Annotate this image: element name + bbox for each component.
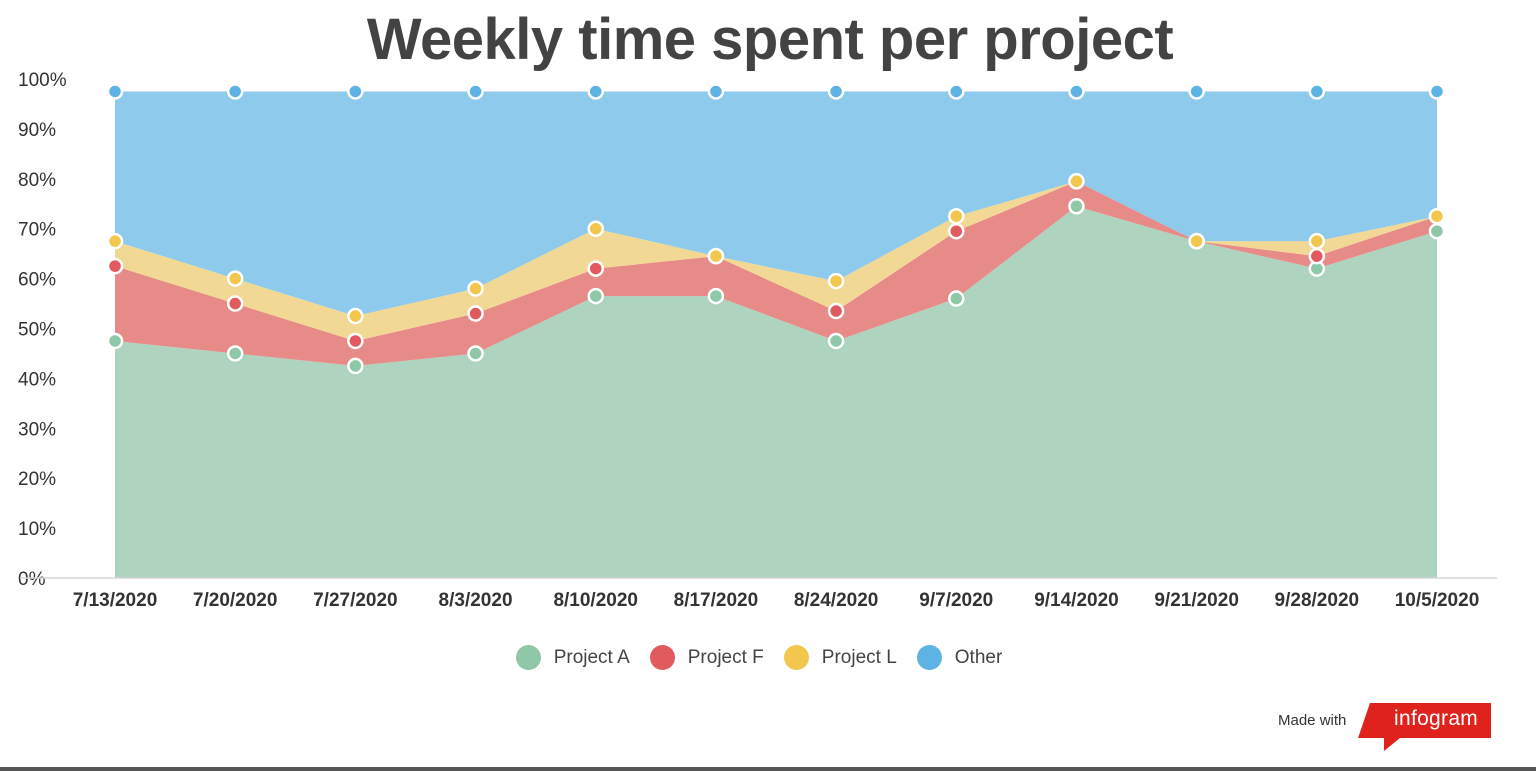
legend-label: Other	[954, 646, 1003, 668]
point-other	[707, 83, 725, 100]
point-project-f	[587, 260, 604, 277]
point-project-a	[1068, 197, 1085, 215]
point-other	[467, 83, 484, 100]
point-project-f	[347, 332, 364, 350]
legend-item-other[interactable]: Other	[916, 645, 1003, 670]
point-other	[1308, 83, 1326, 100]
legend: Project A Project F Project L Other	[0, 645, 1518, 670]
chart-title: Weekly time spent per project	[366, 7, 1174, 72]
x-tick-label: 8/10/2020	[553, 590, 638, 611]
point-project-a	[587, 287, 604, 305]
x-tick-label: 9/14/2020	[1034, 590, 1119, 611]
point-other	[948, 83, 965, 100]
point-project-f	[226, 295, 244, 312]
area-project-a	[115, 206, 1437, 578]
point-project-l	[226, 270, 244, 287]
point-other	[1188, 83, 1205, 100]
point-project-l	[1308, 232, 1326, 250]
y-tick-label: 10%	[18, 519, 56, 540]
point-project-l	[707, 247, 725, 265]
made-with-label: Made with	[1278, 712, 1347, 729]
point-other	[347, 83, 364, 100]
area-project-f	[115, 181, 1437, 366]
point-project-l	[467, 280, 484, 297]
point-other	[106, 83, 124, 100]
x-tick-label: 9/28/2020	[1275, 590, 1360, 611]
x-tick-label: 10/5/2020	[1395, 590, 1480, 611]
x-tick-label: 7/27/2020	[313, 590, 398, 611]
x-tick-label: 7/13/2020	[73, 590, 158, 611]
infogram-logo[interactable]	[1358, 703, 1491, 751]
point-project-l	[1428, 207, 1446, 225]
y-tick-label: 30%	[18, 419, 56, 440]
y-axis-ticks: 0% 10% 20% 30% 40% 50% 60% 70% 80% 90% 100%	[18, 70, 67, 590]
point-other	[226, 83, 244, 100]
legend-label: Project A	[553, 646, 630, 668]
legend-item-project-f[interactable]: Project F	[649, 645, 764, 670]
point-project-a	[467, 345, 484, 362]
area-layers	[115, 91, 1437, 578]
legend-swatch-project-f	[649, 645, 675, 670]
x-axis-ticks: 7/13/2020 7/20/2020 7/27/2020 8/3/2020 8/10/…	[73, 590, 1480, 611]
point-project-f	[827, 302, 845, 320]
y-tick-label: 90%	[18, 120, 56, 141]
point-project-f	[106, 257, 124, 275]
y-tick-label: 50%	[18, 320, 56, 341]
legend-item-project-l[interactable]: Project L	[783, 645, 897, 670]
y-tick-label: 100%	[18, 70, 67, 91]
point-project-f	[948, 222, 965, 240]
point-project-l	[1068, 173, 1085, 190]
legend-item-project-a[interactable]: Project A	[515, 645, 630, 670]
legend-swatch-project-a	[515, 645, 541, 670]
point-project-a	[106, 332, 124, 350]
point-project-a	[827, 332, 845, 350]
x-tick-label: 8/17/2020	[674, 590, 759, 611]
bottom-border	[0, 767, 1536, 771]
point-markers	[106, 83, 1446, 375]
legend-label: Project L	[821, 646, 897, 668]
point-project-f	[1308, 247, 1326, 265]
point-other	[587, 83, 604, 100]
x-tick-label: 9/21/2020	[1154, 590, 1239, 611]
point-other	[1068, 83, 1085, 100]
point-project-l	[347, 307, 364, 325]
point-project-a	[707, 287, 725, 305]
point-project-l	[1188, 232, 1205, 250]
point-project-l	[106, 232, 124, 250]
x-tick-label: 8/3/2020	[439, 590, 513, 611]
area-other	[115, 91, 1437, 317]
point-project-a	[948, 290, 965, 307]
y-tick-label: 20%	[18, 469, 56, 490]
y-tick-label: 80%	[18, 170, 56, 191]
x-tick-label: 8/24/2020	[794, 590, 879, 611]
point-project-f	[467, 305, 484, 322]
infogram-brand-text: infogram	[1394, 707, 1479, 730]
y-tick-label: 60%	[18, 270, 56, 291]
point-other	[827, 83, 845, 100]
y-tick-label: 0%	[18, 569, 46, 590]
point-project-l	[948, 207, 965, 225]
legend-label: Project F	[687, 646, 764, 668]
x-tick-label: 7/20/2020	[193, 590, 278, 611]
area-project-l	[115, 181, 1437, 341]
point-project-a	[1428, 222, 1446, 240]
point-project-a	[347, 357, 364, 375]
y-tick-label: 40%	[18, 369, 56, 390]
point-project-a	[226, 345, 244, 362]
point-project-l	[827, 272, 845, 290]
legend-swatch-other	[916, 645, 942, 670]
legend-swatch-project-l	[783, 645, 809, 670]
point-other	[1428, 83, 1446, 100]
x-tick-label: 9/7/2020	[919, 590, 993, 611]
y-tick-label: 70%	[18, 220, 56, 241]
point-project-l	[587, 220, 604, 237]
